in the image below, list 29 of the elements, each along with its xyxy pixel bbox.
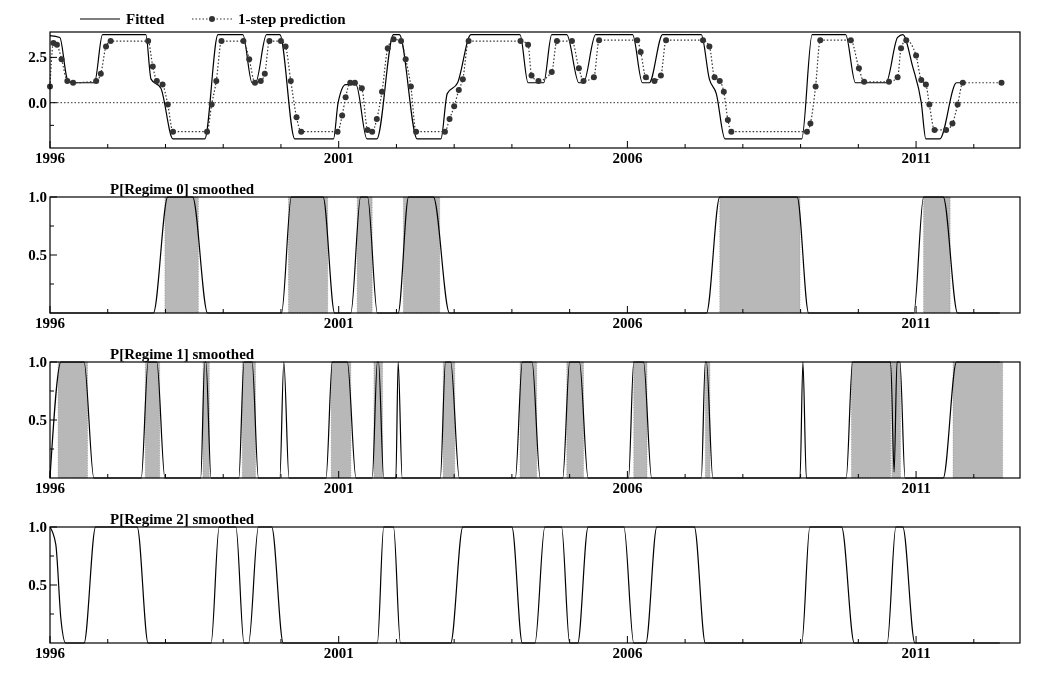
legend-label: 1-step prediction [238,11,347,27]
y-tick-label: 0.5 [28,577,47,593]
x-tick-label: 2011 [901,315,931,331]
y-tick-label: 1.0 [28,189,47,205]
x-tick-label: 2001 [323,315,354,331]
x-tick-label: 2006 [612,645,643,661]
x-tick-label: 2001 [323,480,354,496]
x-tick-label: 2011 [901,645,931,661]
x-tick-label: 2001 [323,150,354,166]
x-tick-label: 1996 [35,645,66,661]
x-tick-label: 2011 [901,150,931,166]
x-tick-label: 2006 [612,150,643,166]
x-tick-label: 1996 [35,315,66,331]
chart-title: P[Regime 0] smoothed [110,181,255,197]
x-tick-label: 2006 [612,480,643,496]
y-tick-label: 1.0 [28,519,47,535]
x-tick-label: 1996 [35,150,66,166]
y-tick-label: 0.5 [28,247,47,263]
chart-title: P[Regime 1] smoothed [110,346,255,362]
x-tick-label: 2006 [612,315,643,331]
y-tick-label: 1.0 [28,354,47,370]
x-tick-label: 1996 [35,480,66,496]
chart-title: P[Regime 2] smoothed [110,511,255,527]
x-tick-label: 2001 [323,645,354,661]
y-tick-label: 0.5 [28,412,47,428]
y-tick-label: 0.0 [28,94,47,111]
legend-label: Fitted [126,11,165,27]
y-tick-label: 2.5 [28,49,47,66]
x-tick-label: 2011 [901,480,931,496]
